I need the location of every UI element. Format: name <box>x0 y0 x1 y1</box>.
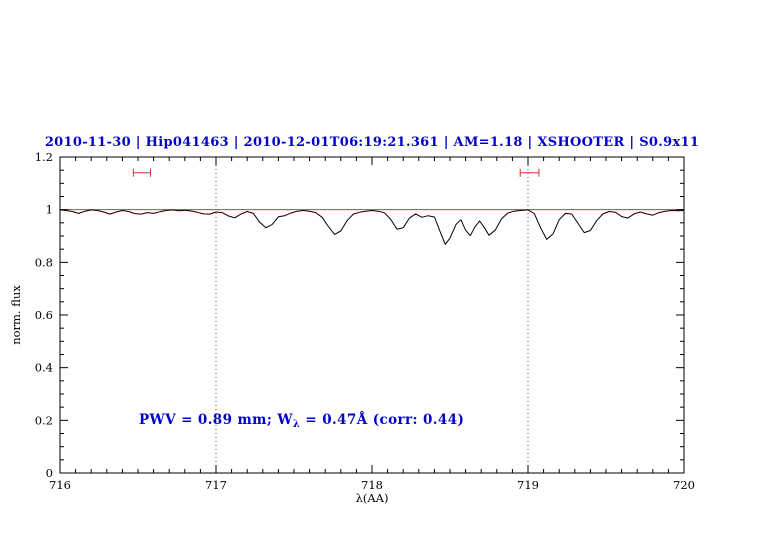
pwv-annotation-subscript: λ <box>292 419 301 430</box>
x-tick-label: 719 <box>517 478 539 492</box>
y-tick-label: 0.4 <box>35 361 53 375</box>
y-tick-label: 0.2 <box>35 413 53 427</box>
y-tick-label: 0 <box>46 466 53 480</box>
y-tick-label: 1.2 <box>35 150 53 164</box>
x-tick-label: 720 <box>673 478 695 492</box>
y-tick-label: 0.6 <box>35 308 53 322</box>
x-axis-label: λ(AA) <box>355 491 389 505</box>
pwv-annotation-text: PWV = 0.89 mm; W <box>139 412 293 428</box>
pwv-annotation-tail: = 0.47Å (corr: 0.44) <box>300 412 465 428</box>
plot-title: 2010-11-30 | Hip041463 | 2010-12-01T06:1… <box>44 135 700 150</box>
y-axis-label: norm. flux <box>9 285 23 345</box>
x-tick-label: 717 <box>205 478 227 492</box>
x-tick-label: 718 <box>361 478 383 492</box>
pwv-annotation: PWV = 0.89 mm; Wλ = 0.47Å (corr: 0.44) <box>139 412 464 430</box>
x-tick-label: 716 <box>49 478 71 492</box>
spectrum-line <box>59 209 685 245</box>
y-tick-label: 0.8 <box>35 255 53 269</box>
y-tick-label: 1 <box>46 203 53 217</box>
